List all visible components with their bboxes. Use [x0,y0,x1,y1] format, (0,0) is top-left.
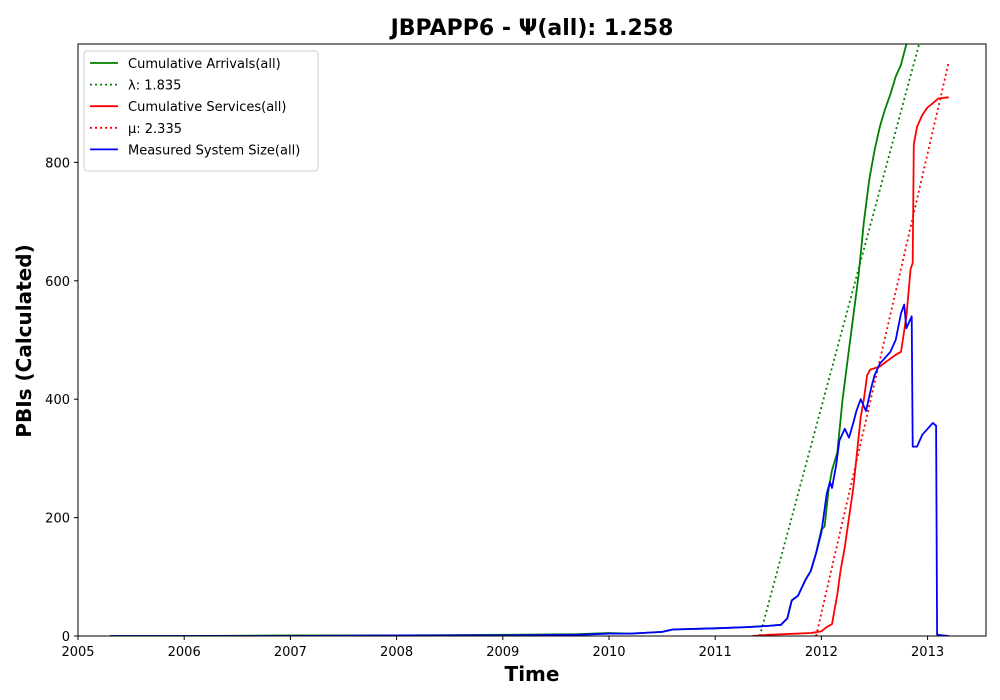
y-tick-label: 600 [45,275,70,290]
series-line-3 [815,61,950,636]
x-tick-label: 2012 [805,645,838,660]
x-tick-label: 2009 [486,645,519,660]
x-tick-label: 2013 [911,645,944,660]
legend-box [83,50,319,172]
y-axis: 0 200 400 600 800 [45,156,78,645]
legend: Cumulative Arrivals(all) λ: 1.835 Cumulati… [83,50,319,172]
x-tick-label: 2007 [274,645,307,660]
y-tick-label: 0 [62,630,70,645]
y-tick-label: 200 [45,512,70,527]
y-tick-label: 400 [45,393,70,408]
x-tick-label: 2010 [592,645,625,660]
series-line-4 [109,303,949,636]
x-axis: 2005 2006 2007 2008 2009 2010 2011 2012 2013 [61,636,944,660]
chart-title: JBPAPP6 - Ψ(all): 1.258 [389,16,674,41]
legend-entry-label: μ: 2.335 [128,122,182,137]
legend-entry-label: λ: 1.835 [128,79,181,94]
plot-area [109,44,950,636]
x-tick-label: 2011 [699,645,732,660]
x-tick-label: 2008 [380,645,413,660]
y-tick-label: 800 [45,156,70,171]
series-line-2 [752,96,949,636]
legend-entry-label: Cumulative Services(all) [128,100,286,115]
x-tick-label: 2006 [168,645,201,660]
legend-entry-label: Cumulative Arrivals(all) [128,57,281,72]
y-axis-label: PBIs (Calculated) [12,244,36,437]
plot-frame [77,43,987,637]
legend-entry-label: Measured System Size(all) [128,143,300,158]
x-tick-label: 2005 [61,645,94,660]
series-line-1 [758,44,920,636]
x-axis-label: Time [505,662,560,686]
